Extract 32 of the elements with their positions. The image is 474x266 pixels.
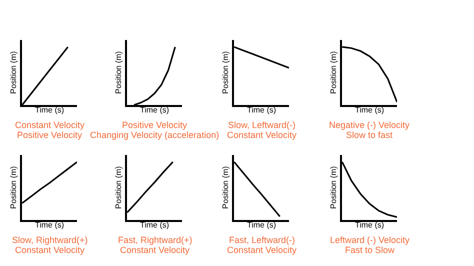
text: Slow to fast (346, 130, 394, 140)
x-axis-title: Time (s) (34, 220, 64, 230)
text: Slow, Leftward(-) (228, 120, 296, 130)
text: Positive Velocity (122, 120, 188, 130)
text: Constant Velocity (227, 245, 298, 255)
text: Positive Velocity (17, 130, 83, 140)
y-axis-title: Position (m) (9, 50, 18, 94)
text: Constant Velocity (227, 130, 298, 140)
text: Constant Velocity (15, 120, 86, 130)
text: Constant Velocity (120, 245, 190, 255)
text: Fast, Leftward(-) (229, 235, 296, 245)
text: Negative (-) Velocity (329, 120, 410, 130)
y-axis-title: Position (m) (114, 50, 124, 94)
x-axis-title: Time (s) (246, 106, 276, 115)
y-axis-title: Position (m) (114, 166, 124, 209)
text: Changing Velocity (acceleration) (90, 130, 220, 140)
y-axis-title: Position (m) (329, 166, 338, 209)
y-axis-title: Position (m) (221, 50, 230, 94)
text: Leftward (-) Velocity (330, 235, 410, 245)
x-axis-title: Time (s) (354, 106, 384, 115)
text: Constant Velocity (15, 245, 86, 255)
text: Fast to Slow (345, 245, 396, 255)
y-axis-title: Position (m) (221, 166, 230, 209)
x-axis-title: Time (s) (140, 106, 170, 115)
y-axis-title: Position (m) (329, 50, 338, 94)
y-axis-title: Position (m) (9, 166, 18, 209)
text: Slow, Rightward(+) (12, 235, 88, 245)
x-axis-title: Time (s) (246, 220, 276, 230)
x-axis-title: Time (s) (34, 106, 64, 115)
x-axis-title: Time (s) (140, 220, 170, 230)
x-axis-title: Time (s) (354, 220, 384, 230)
text: Fast, Rightward(+) (118, 235, 192, 245)
